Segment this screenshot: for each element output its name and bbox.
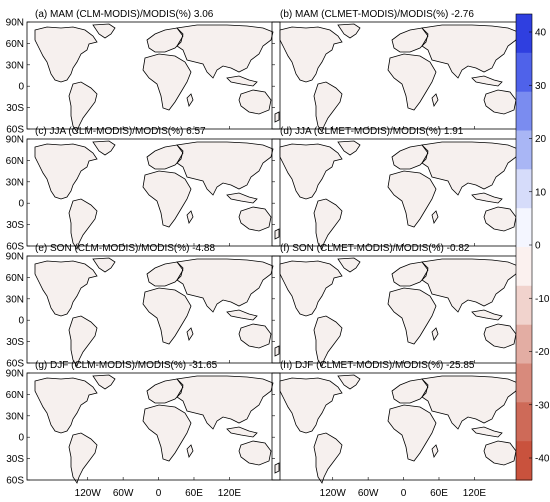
lat-tick-label: 30N — [6, 60, 24, 71]
colorbar-tick-label: -40 — [535, 454, 550, 465]
lon-tick-label: 120E — [463, 488, 487, 499]
lat-tick-label: 30S — [6, 337, 24, 348]
lat-tick-label: 60S — [6, 359, 24, 370]
lat-tick-label: 0 — [18, 433, 24, 444]
panel-title: (d) JJA (CLMET-MODIS)/MODIS(%) 1.91 — [280, 126, 464, 137]
colorbar-swatch — [516, 91, 532, 132]
land — [35, 258, 279, 366]
lat-tick-label: 60S — [6, 125, 24, 136]
lon-tick-label: 60W — [358, 488, 379, 499]
panel-d: (d) JJA (CLMET-MODIS)/MODIS(%) 1.91 — [271, 126, 526, 250]
land — [35, 24, 279, 132]
lon-tick-label: 120W — [320, 488, 347, 499]
lat-tick-label: 30S — [6, 103, 24, 114]
panel-title: (c) JJA (CLM-MODIS)/MODIS(%) 6.57 — [35, 126, 206, 137]
lat-tick-label: 0 — [18, 316, 24, 327]
map-frame — [26, 21, 281, 130]
colorbar-tick-label: 30 — [535, 81, 547, 92]
colorbar-tick-label: -10 — [535, 294, 550, 305]
lat-tick-label: 60N — [6, 273, 24, 284]
colorbar-tick-label: 20 — [535, 134, 547, 145]
panel-title: (h) DJF (CLMET-MODIS)/MODIS(%) -25.85 — [280, 360, 475, 371]
colorbar-swatch — [516, 363, 532, 403]
panel-f: (f) SON (CLMET-MODIS)/MODIS(%) -0.82 — [271, 243, 526, 367]
colorbar-tick-label: 40 — [535, 28, 547, 39]
colorbar-tick-label: -20 — [535, 347, 550, 358]
lat-tick-label: 30S — [6, 454, 24, 465]
lat-tick-label: 0 — [18, 82, 24, 93]
land — [280, 24, 524, 132]
lat-tick-label: 60S — [6, 476, 24, 487]
land — [35, 375, 279, 483]
lat-tick-label: 30S — [6, 220, 24, 231]
lon-tick-label: 60E — [430, 488, 448, 499]
lat-tick-label: 60N — [6, 390, 24, 401]
panel-c: (c) JJA (CLM-MODIS)/MODIS(%) 6.57 90N 60N 3… — [6, 126, 281, 253]
panel-a: (a) MAM (CLM-MODIS)/MODIS(%) 3.06 90N 60N 3… — [6, 9, 281, 136]
colorbar-swatch — [516, 402, 532, 442]
colorbar: 40 30 20 10 0 -10 -20 -30 -40 — [515, 13, 550, 481]
map-frame — [26, 372, 281, 481]
land — [280, 258, 524, 366]
panel-title: (e) SON (CLM-MODIS)/MODIS(%) -4.88 — [35, 243, 215, 254]
lat-tick-label: 30N — [6, 411, 24, 422]
panel-title: (a) MAM (CLM-MODIS)/MODIS(%) 3.06 — [35, 9, 214, 20]
colorbar-swatch — [516, 441, 532, 481]
panel-title: (f) SON (CLMET-MODIS)/MODIS(%) -0.82 — [280, 243, 470, 254]
colorbar-tick-label: -30 — [535, 400, 550, 411]
colorbar-swatch — [516, 14, 532, 54]
lon-tick-label: 60W — [113, 488, 134, 499]
colorbar-frame — [515, 13, 533, 481]
lat-tick-label: 30N — [6, 177, 24, 188]
colorbar-swatch — [516, 324, 532, 365]
panel-b: (b) MAM (CLMET-MODIS)/MODIS(%) -2.76 — [271, 9, 526, 133]
colorbar-swatch — [516, 169, 532, 209]
panel-g: (g) DJF (CLM-MODIS)/MODIS(%) -31.6590N60… — [6, 360, 281, 499]
land — [280, 141, 524, 249]
panel-title: (b) MAM (CLMET-MODIS)/MODIS(%) -2.76 — [280, 9, 474, 20]
lon-tick-label: 0 — [401, 488, 407, 499]
lon-tick-label: 120E — [218, 488, 242, 499]
panel-h: (h) DJF (CLMET-MODIS)/MODIS(%) -25.85 120… — [271, 360, 526, 499]
lon-tick-label: 120W — [75, 488, 102, 499]
colorbar-swatch — [516, 52, 532, 93]
lat-tick-label: 90N — [6, 135, 24, 146]
panel-title: (g) DJF (CLM-MODIS)/MODIS(%) -31.65 — [35, 360, 218, 371]
panel-e: (e) SON (CLM-MODIS)/MODIS(%) -4.88 90N 60N… — [6, 243, 281, 370]
map-frame — [26, 138, 281, 247]
map-frame — [26, 255, 281, 364]
lat-tick-label: 60N — [6, 39, 24, 50]
lat-tick-label: 90N — [6, 18, 24, 29]
lon-tick-label: 0 — [156, 488, 162, 499]
colorbar-swatch — [516, 285, 532, 326]
lat-tick-label: 30N — [6, 294, 24, 305]
lon-tick-label: 60E — [185, 488, 203, 499]
colorbar-swatch — [516, 208, 532, 248]
colorbar-swatch — [516, 130, 532, 170]
colorbar-tick-label: 0 — [535, 241, 541, 252]
colorbar-tick-label: 10 — [535, 187, 547, 198]
land — [35, 141, 279, 249]
lat-tick-label: 90N — [6, 252, 24, 263]
lat-tick-label: 60N — [6, 156, 24, 167]
land — [280, 375, 524, 483]
lat-tick-label: 0 — [18, 199, 24, 210]
lat-tick-label: 60S — [6, 242, 24, 253]
lat-tick-label: 90N — [6, 369, 24, 380]
colorbar-swatch — [516, 247, 532, 287]
